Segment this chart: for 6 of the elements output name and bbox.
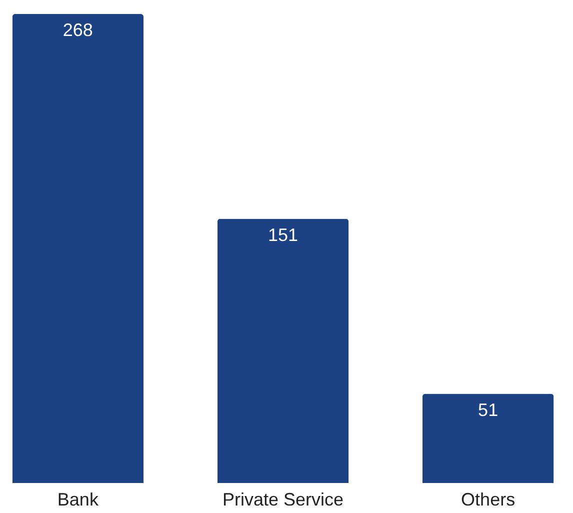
x-tick-label: Private Service bbox=[222, 490, 344, 510]
data-label: 268 bbox=[62, 20, 93, 40]
data-label: 51 bbox=[478, 400, 498, 420]
data-label: 151 bbox=[268, 224, 298, 245]
x-tick-label: Bank bbox=[57, 490, 100, 510]
x-tick-label: Others bbox=[461, 490, 516, 510]
